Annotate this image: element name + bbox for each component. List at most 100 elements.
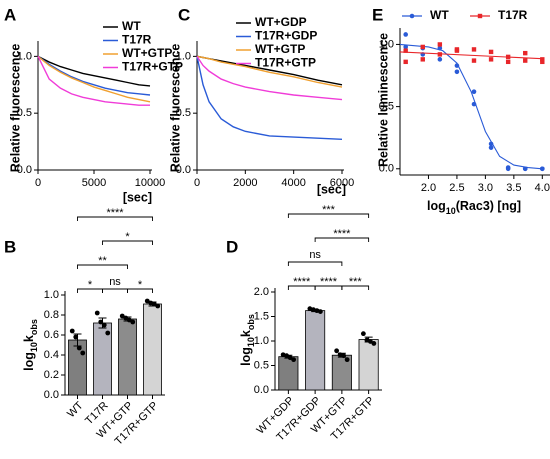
x-tick-label: 2.5 — [449, 182, 464, 194]
scatter-point — [437, 52, 443, 57]
x-tick-label: 2.0 — [421, 182, 436, 194]
significance-label: * — [138, 279, 143, 291]
x-tick-label: 0 — [194, 177, 200, 189]
data-point — [155, 303, 161, 309]
data-point — [126, 317, 132, 323]
significance-bracket — [287, 213, 370, 218]
line-series — [37, 55, 151, 96]
scatter-point — [454, 69, 460, 75]
y-tick-label: 1.5 — [254, 310, 269, 322]
legend-label: WT — [122, 19, 141, 33]
x-tick-label: 4.0 — [535, 182, 550, 194]
y-tick-label: 0.6 — [44, 329, 59, 341]
legend-marker — [477, 13, 483, 19]
data-point — [119, 313, 125, 319]
axis-label-part: (Rac3) [ng] — [456, 199, 521, 213]
significance-label: **** — [333, 228, 351, 240]
panel-label: B — [4, 237, 16, 256]
data-point — [151, 301, 157, 307]
y-axis-label: Relative fluorescence — [8, 44, 22, 173]
scatter-point — [488, 141, 494, 147]
scatter-point — [471, 101, 477, 107]
data-point — [94, 310, 100, 316]
significance-label: **** — [293, 276, 311, 288]
fit-line — [399, 43, 543, 170]
legend-marker — [409, 13, 415, 19]
line-series — [37, 56, 150, 106]
scatter-point — [471, 89, 477, 94]
scatter-point — [420, 44, 425, 50]
panel-label: D — [226, 237, 238, 256]
significance-bracket — [287, 261, 343, 266]
bar — [143, 303, 162, 396]
scatter-point — [540, 57, 545, 62]
scatter-point — [505, 166, 511, 172]
axis-label-part: 10 — [246, 337, 256, 347]
x-axis-label: [sec] — [317, 182, 346, 196]
data-point — [105, 330, 111, 336]
y-tick-label: 0.0 — [254, 384, 269, 396]
x-tick-label: 2000 — [233, 177, 257, 189]
x-axis-label: [sec] — [123, 190, 152, 204]
data-point — [371, 341, 377, 346]
significance-bracket — [77, 264, 128, 269]
y-tick-label: 2.0 — [254, 286, 269, 298]
scatter-point — [488, 145, 494, 150]
significance-bracket — [102, 288, 128, 293]
scatter-point — [437, 57, 443, 62]
scatter-point — [488, 49, 494, 55]
axis-label-part: 10 — [446, 206, 456, 216]
data-point — [130, 319, 136, 325]
x-tick-label: 4000 — [281, 177, 305, 189]
data-point — [360, 331, 366, 337]
scatter-point — [540, 166, 545, 172]
scatter-point — [420, 57, 425, 62]
legend-label: T17R+GTP — [122, 60, 183, 74]
axis-label-part: log — [239, 347, 253, 366]
significance-label: *** — [322, 204, 336, 216]
fit-line — [399, 51, 543, 60]
scatter-point — [522, 166, 528, 172]
significance-label: **** — [320, 276, 338, 288]
data-point — [101, 322, 107, 328]
significance-bracket — [127, 288, 153, 293]
significance-bracket — [314, 237, 370, 242]
legend-label: WT+GTP — [255, 42, 305, 56]
y-tick-label: 0.0 — [44, 389, 59, 401]
bar — [278, 356, 299, 391]
legend-label: T17R — [122, 33, 152, 47]
scatter-point — [505, 54, 511, 60]
scatter-point — [403, 44, 408, 50]
axis-label-part: obs — [29, 319, 39, 335]
scatter-point — [403, 59, 408, 65]
bar — [118, 318, 137, 396]
y-tick-label: 0.0 — [379, 163, 394, 175]
legend-label: WT — [430, 8, 449, 22]
significance-label: * — [125, 231, 130, 243]
data-point — [123, 315, 129, 321]
line-series — [196, 56, 343, 141]
scatter-point — [523, 58, 528, 63]
significance-label: ns — [109, 276, 121, 288]
y-tick-label: 1.0 — [176, 50, 191, 62]
y-axis-label: Relative fluorescence — [168, 44, 182, 173]
data-point — [73, 334, 79, 340]
axis-label: log10(Rac3) [ng] — [427, 199, 521, 216]
bar — [358, 339, 379, 391]
significance-label: ** — [98, 255, 107, 267]
y-tick-label: 1.0 — [17, 50, 32, 62]
x-tick-label: 5000 — [82, 177, 106, 189]
data-point — [284, 353, 290, 359]
x-tick-label: WT — [65, 399, 86, 420]
data-point — [144, 298, 150, 304]
scatter-point — [403, 32, 408, 37]
data-point — [344, 357, 350, 363]
scatter-point — [437, 42, 443, 47]
scatter-point — [454, 47, 460, 52]
significance-label: *** — [349, 276, 363, 288]
y-axis-label: Relative luminescence — [376, 33, 390, 167]
data-point — [76, 345, 82, 351]
panel-label: E — [372, 5, 383, 24]
y-tick-label: 0.2 — [44, 369, 59, 381]
data-point — [367, 339, 373, 344]
